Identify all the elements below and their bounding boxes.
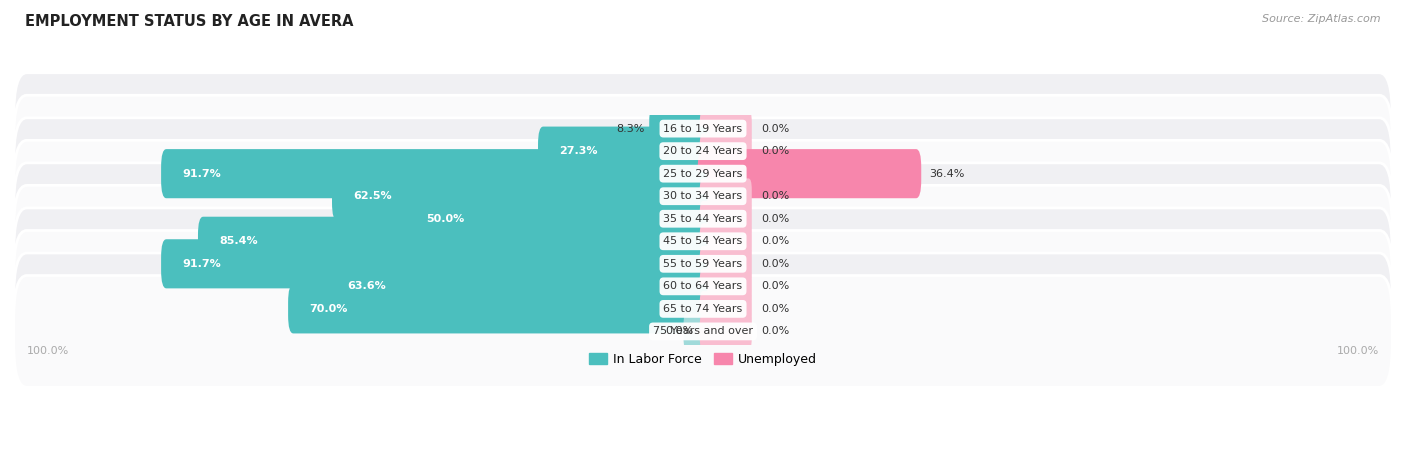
- FancyBboxPatch shape: [14, 276, 1392, 387]
- FancyBboxPatch shape: [683, 313, 706, 349]
- Text: 65 to 74 Years: 65 to 74 Years: [664, 304, 742, 314]
- FancyBboxPatch shape: [14, 140, 1392, 252]
- Text: 36.4%: 36.4%: [929, 169, 965, 179]
- FancyBboxPatch shape: [700, 313, 752, 349]
- FancyBboxPatch shape: [700, 268, 752, 304]
- Text: Source: ZipAtlas.com: Source: ZipAtlas.com: [1263, 14, 1381, 23]
- Text: 63.6%: 63.6%: [347, 281, 385, 291]
- FancyBboxPatch shape: [700, 111, 752, 147]
- Text: 30 to 34 Years: 30 to 34 Years: [664, 191, 742, 201]
- Text: 16 to 19 Years: 16 to 19 Years: [664, 124, 742, 133]
- Text: 85.4%: 85.4%: [219, 236, 259, 246]
- FancyBboxPatch shape: [14, 118, 1392, 230]
- FancyBboxPatch shape: [332, 172, 709, 221]
- FancyBboxPatch shape: [700, 133, 752, 169]
- FancyBboxPatch shape: [14, 253, 1392, 365]
- Text: EMPLOYMENT STATUS BY AGE IN AVERA: EMPLOYMENT STATUS BY AGE IN AVERA: [25, 14, 354, 28]
- Text: 27.3%: 27.3%: [560, 146, 598, 156]
- FancyBboxPatch shape: [14, 73, 1392, 184]
- Text: 0.0%: 0.0%: [762, 124, 790, 133]
- Text: 25 to 29 Years: 25 to 29 Years: [664, 169, 742, 179]
- Text: 0.0%: 0.0%: [762, 191, 790, 201]
- Text: 55 to 59 Years: 55 to 59 Years: [664, 259, 742, 269]
- Text: 0.0%: 0.0%: [665, 327, 693, 336]
- Text: 35 to 44 Years: 35 to 44 Years: [664, 214, 742, 224]
- Text: 0.0%: 0.0%: [762, 259, 790, 269]
- FancyBboxPatch shape: [14, 230, 1392, 342]
- Text: 0.0%: 0.0%: [762, 146, 790, 156]
- Text: 70.0%: 70.0%: [309, 304, 347, 314]
- Text: 91.7%: 91.7%: [183, 259, 221, 269]
- Text: 8.3%: 8.3%: [616, 124, 645, 133]
- FancyBboxPatch shape: [650, 104, 709, 153]
- FancyBboxPatch shape: [700, 201, 752, 236]
- Text: 75 Years and over: 75 Years and over: [652, 327, 754, 336]
- FancyBboxPatch shape: [405, 194, 709, 243]
- FancyBboxPatch shape: [162, 149, 709, 198]
- Text: 0.0%: 0.0%: [762, 327, 790, 336]
- Text: 62.5%: 62.5%: [353, 191, 392, 201]
- FancyBboxPatch shape: [14, 163, 1392, 275]
- FancyBboxPatch shape: [198, 217, 709, 266]
- FancyBboxPatch shape: [538, 127, 709, 176]
- FancyBboxPatch shape: [700, 179, 752, 214]
- Text: 50.0%: 50.0%: [426, 214, 465, 224]
- FancyBboxPatch shape: [162, 239, 709, 288]
- Legend: In Labor Force, Unemployed: In Labor Force, Unemployed: [583, 348, 823, 371]
- FancyBboxPatch shape: [700, 224, 752, 259]
- FancyBboxPatch shape: [14, 185, 1392, 297]
- FancyBboxPatch shape: [700, 246, 752, 281]
- FancyBboxPatch shape: [326, 262, 709, 311]
- FancyBboxPatch shape: [14, 208, 1392, 320]
- Text: 20 to 24 Years: 20 to 24 Years: [664, 146, 742, 156]
- FancyBboxPatch shape: [14, 95, 1392, 207]
- Text: 0.0%: 0.0%: [762, 281, 790, 291]
- Text: 100.0%: 100.0%: [1337, 345, 1379, 355]
- Text: 100.0%: 100.0%: [27, 345, 69, 355]
- FancyBboxPatch shape: [697, 149, 921, 198]
- Text: 45 to 54 Years: 45 to 54 Years: [664, 236, 742, 246]
- Text: 0.0%: 0.0%: [762, 214, 790, 224]
- Text: 0.0%: 0.0%: [762, 236, 790, 246]
- Text: 0.0%: 0.0%: [762, 304, 790, 314]
- Text: 60 to 64 Years: 60 to 64 Years: [664, 281, 742, 291]
- FancyBboxPatch shape: [700, 291, 752, 327]
- Text: 91.7%: 91.7%: [183, 169, 221, 179]
- FancyBboxPatch shape: [288, 284, 709, 333]
